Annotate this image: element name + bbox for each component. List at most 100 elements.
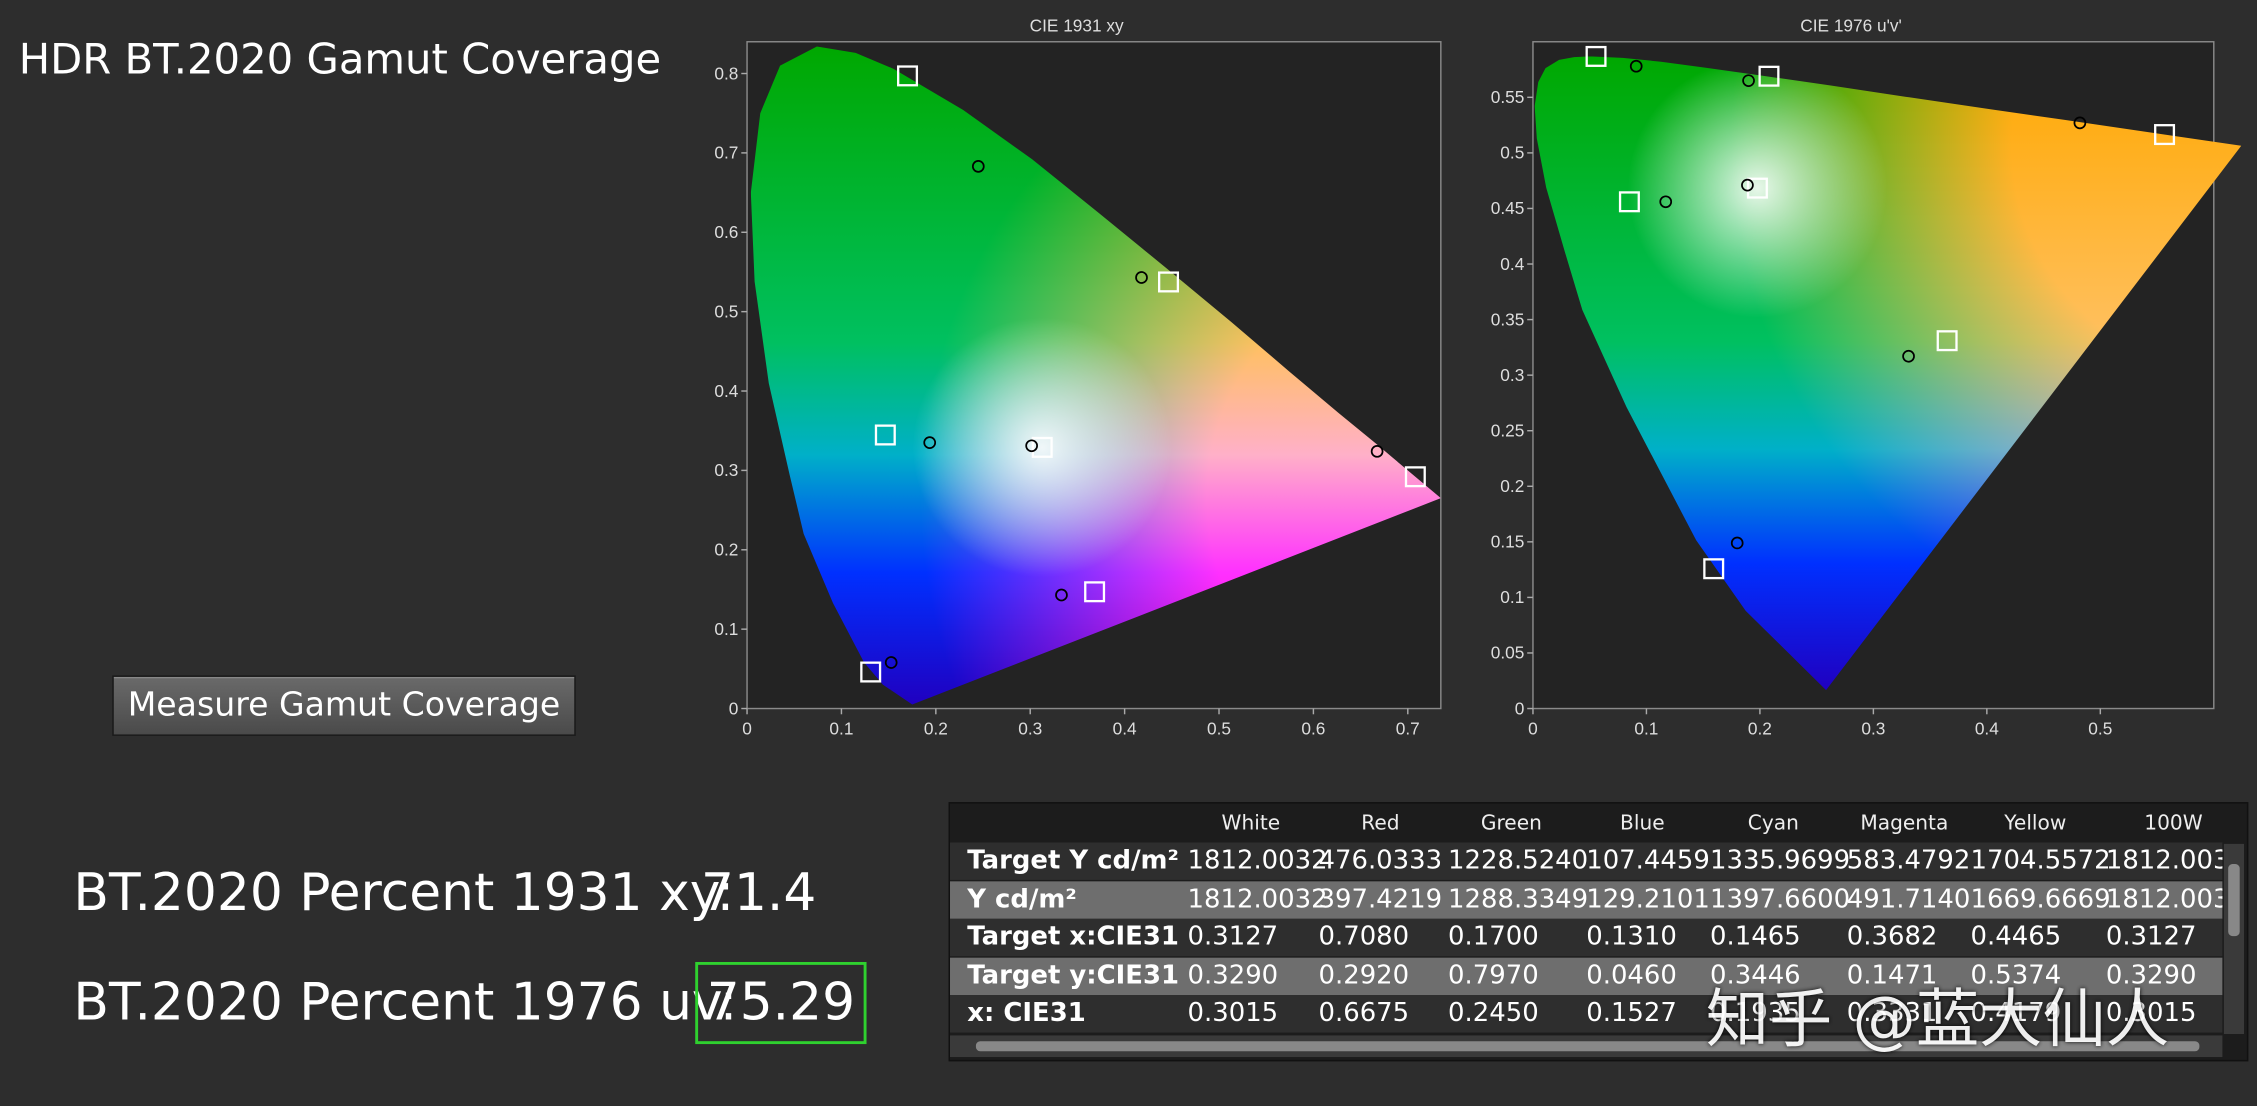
measured-point (884, 656, 898, 669)
x-tick-label: 0 (742, 718, 752, 738)
y-tick-label: 0.35 (1491, 309, 1525, 329)
table-row: x: CIE31 0.3015 0.6675 0.2450 0.1527 0.1935 0.… (950, 995, 2223, 1033)
measured-point (1055, 588, 1068, 602)
y-tick-label: 0.5 (714, 301, 738, 321)
x-tick-label: 0.5 (1207, 718, 1231, 738)
watermark: 知乎 @蓝大仙人 (1705, 983, 2170, 1058)
table-cell: 0.7080 (1318, 921, 1410, 952)
y-tick-label: 0.5 (1500, 143, 1524, 163)
row-header: Target Y cd/m² (967, 845, 1179, 876)
column-header: Green (1480, 812, 1542, 836)
table-cell: 1812.0032 (2105, 883, 2223, 914)
target-point (1084, 581, 1106, 603)
window-title: HDR BT.2020 Gamut Coverage (18, 34, 662, 84)
measured-point (1135, 271, 1148, 284)
measured-point (1741, 178, 1754, 192)
x-tick-label: 0.7 (1396, 718, 1420, 738)
measure-button[interactable]: Measure Gamut Coverage (112, 675, 576, 736)
table-cell: 397.4219 (1318, 883, 1443, 914)
column-header: Blue (1620, 812, 1665, 836)
chart-title: CIE 1931 xy (1030, 16, 1124, 36)
x-tick-label: 0.5 (2088, 718, 2112, 738)
x-tick-label: 0.4 (1975, 718, 1999, 738)
measured-point (923, 436, 937, 449)
result-label: BT.2020 Percent 1976 uv: (73, 973, 738, 1033)
y-tick-label: 0.1 (1500, 587, 1524, 607)
measured-point (1629, 59, 1643, 73)
x-tick-label: 0.2 (924, 718, 948, 738)
result-value: 71.4 (700, 864, 817, 924)
measured-point (971, 160, 985, 173)
table-cell: 0.4179 (1970, 997, 2062, 1029)
y-tick-label: 0 (1515, 698, 1525, 718)
table-cell: 0.1471 (1846, 959, 1938, 991)
y-tick-label: 0.55 (1491, 87, 1525, 107)
table-cell: 0.3015 (1187, 997, 1279, 1029)
row-header: Target y:CIE31 (967, 959, 1180, 991)
table-cell: 0.1527 (1586, 997, 1677, 1029)
column-header: 100W (2144, 812, 2203, 836)
target-point (1585, 45, 1607, 67)
charts: CIE 1931 xy 0 0.1 0.2 0.3 0.4 0.5 0.6 0.7 0 0.1 0.2… (714, 16, 2242, 738)
measured-point (1659, 195, 1673, 209)
table-cell: 0.1700 (1448, 921, 1539, 952)
table-cell: 0.2450 (1448, 997, 1539, 1029)
table-cell: 0.3127 (1187, 921, 1279, 952)
table-row: Target Y cd/m² 1812.0032 476.0333 1228.5240… (950, 842, 2223, 880)
table-cell: 0.3682 (1846, 921, 1938, 952)
target-point (1158, 271, 1180, 293)
column-header: Yellow (2004, 812, 2067, 836)
table-cell: 476.0333 (1318, 845, 1443, 876)
table-cell: 491.7140 (1846, 883, 1971, 914)
table-cell: 1228.5240 (1448, 845, 1589, 876)
y-tick-label: 0.05 (1491, 643, 1525, 663)
table-cell: 1704.5572 (1970, 845, 2111, 876)
y-tick-label: 0.7 (714, 143, 738, 163)
measured-point (1902, 349, 1915, 363)
result-value: 75.29 (695, 961, 867, 1045)
horizontal-scrollbar[interactable] (950, 1035, 2223, 1058)
table-row: Target y:CIE31 0.3290 0.2920 0.7970 0.0460 0.… (950, 956, 2223, 995)
table-cell: 1812.0032 (2105, 845, 2223, 876)
target-point (1404, 466, 1426, 488)
table-cell: 0.7970 (1448, 959, 1539, 991)
table-cell: 0.4465 (1970, 921, 2062, 952)
target-point (874, 424, 896, 446)
x-tick-label: 0.4 (1113, 718, 1137, 738)
target-point (860, 661, 882, 683)
measured-point (1370, 445, 1384, 458)
y-tick-label: 0.3 (1500, 365, 1524, 385)
column-header: Red (1361, 812, 1400, 836)
table-cell: 0.1935 (1710, 997, 1801, 1029)
table-cell: 0.2920 (1318, 959, 1410, 991)
vertical-scrollbar[interactable] (2223, 843, 2245, 1034)
y-tick-label: 0.3 (714, 460, 738, 480)
y-tick-label: 0.6 (714, 222, 738, 242)
table-cell: 0.1310 (1586, 921, 1677, 952)
chart-title: CIE 1976 u'v' (1800, 16, 1902, 36)
target-point (1746, 177, 1768, 199)
y-tick-label: 0.2 (714, 540, 738, 560)
table-cell: 0.3127 (2105, 921, 2197, 952)
table-cell: 583.4792 (1846, 845, 1971, 876)
table-cell: 0.6675 (1318, 997, 1410, 1029)
measured-point (1730, 536, 1744, 550)
target-point (1758, 65, 1780, 87)
table-cell: 129.2101 (1586, 883, 1710, 914)
table-cell: 1335.9699 (1710, 845, 1851, 876)
data-table: White Red Green Blue Cyan Magenta Yellow 100W Ta… (948, 802, 2249, 1062)
table-body: White Red Green Blue Cyan Magenta Yellow 100W Ta… (950, 804, 2223, 1034)
table-cell: 1812.0032 (1187, 883, 1328, 914)
target-point (1936, 330, 1958, 352)
column-header: Magenta (1860, 812, 1949, 836)
target-point (897, 65, 919, 87)
result-label: BT.2020 Percent 1931 xy: (73, 864, 735, 924)
x-tick-label: 0.6 (1301, 718, 1325, 738)
target-point (2154, 124, 2176, 146)
table-cell: 1397.6600 (1710, 883, 1851, 914)
table-cell: 0.3446 (1710, 959, 1801, 991)
measured-point (1025, 439, 1038, 453)
measured-point (1742, 74, 1755, 87)
table-cell: 1669.6669 (1970, 883, 2111, 914)
